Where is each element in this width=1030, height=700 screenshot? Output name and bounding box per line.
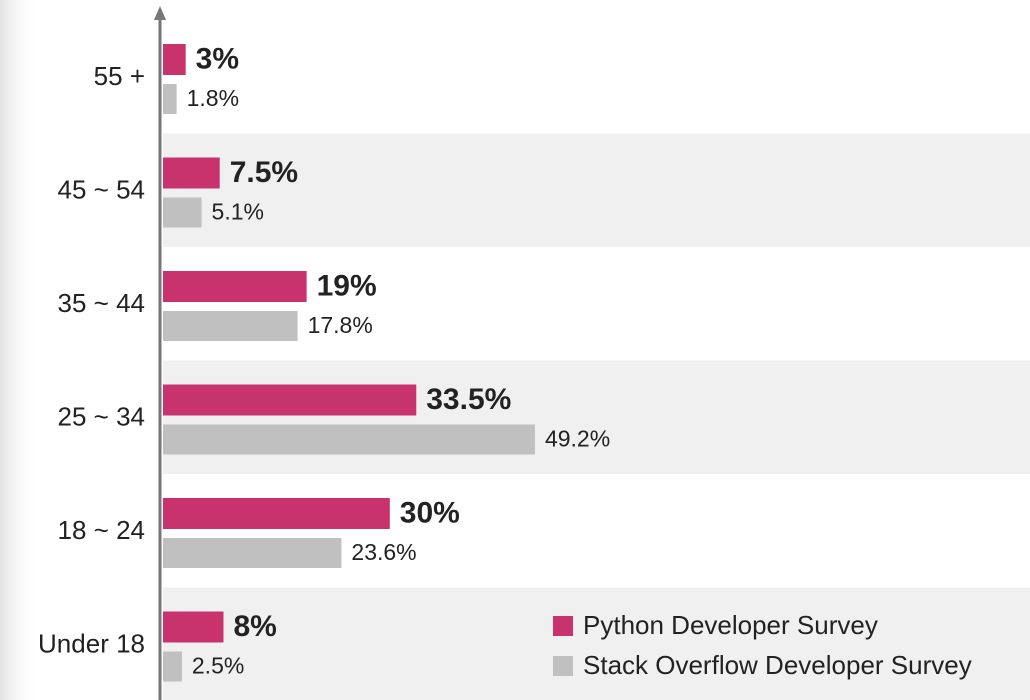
value-label: 19% <box>317 269 377 302</box>
bar <box>163 611 224 643</box>
category-label: Under 18 <box>38 628 145 658</box>
legend-label: Python Developer Survey <box>583 610 878 640</box>
value-label: 7.5% <box>230 156 298 189</box>
axis-arrow <box>154 6 166 20</box>
category-label: 45 ~ 54 <box>58 174 145 204</box>
value-label: 1.8% <box>187 85 239 111</box>
category-label: 55 + <box>94 61 145 91</box>
row-band <box>163 360 1030 474</box>
category-label: 18 ~ 24 <box>58 515 145 545</box>
row-band <box>163 587 1030 700</box>
bar <box>163 197 202 228</box>
legend-swatch <box>553 656 573 676</box>
value-label: 23.6% <box>351 539 416 565</box>
bar <box>163 84 177 114</box>
bar <box>163 271 307 302</box>
value-label: 17.8% <box>308 312 373 338</box>
value-label: 3% <box>196 42 239 75</box>
bar <box>163 44 186 75</box>
bar <box>163 311 298 341</box>
edge-shade <box>0 0 40 700</box>
legend-label: Stack Overflow Developer Survey <box>583 650 972 680</box>
bar <box>163 424 535 455</box>
value-label: 8% <box>233 610 276 643</box>
bar <box>163 498 390 529</box>
legend-swatch <box>553 616 573 636</box>
category-label: 35 ~ 44 <box>58 288 145 318</box>
row-band <box>163 133 1030 247</box>
bar <box>163 384 417 416</box>
category-label: 25 ~ 34 <box>58 401 145 431</box>
value-label: 49.2% <box>545 426 610 452</box>
value-label: 30% <box>400 496 460 529</box>
value-label: 33.5% <box>426 383 511 416</box>
value-label: 5.1% <box>212 199 264 225</box>
bar <box>163 157 220 189</box>
bar <box>163 651 182 682</box>
bar <box>163 538 342 568</box>
value-label: 2.5% <box>192 653 244 679</box>
